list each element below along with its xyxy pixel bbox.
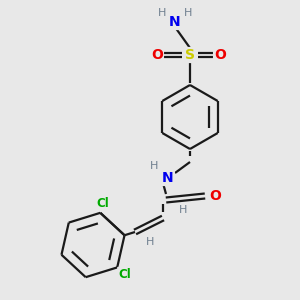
Text: Cl: Cl bbox=[118, 268, 131, 281]
Text: N: N bbox=[169, 15, 181, 29]
Text: Cl: Cl bbox=[96, 196, 109, 210]
Text: H: H bbox=[146, 237, 154, 247]
Text: O: O bbox=[151, 48, 163, 62]
Text: H: H bbox=[184, 8, 192, 18]
Text: H: H bbox=[179, 205, 187, 215]
Text: N: N bbox=[162, 171, 174, 185]
Text: O: O bbox=[209, 189, 221, 203]
Text: H: H bbox=[158, 8, 166, 18]
Text: O: O bbox=[214, 48, 226, 62]
Text: H: H bbox=[150, 161, 158, 171]
Text: S: S bbox=[185, 48, 195, 62]
